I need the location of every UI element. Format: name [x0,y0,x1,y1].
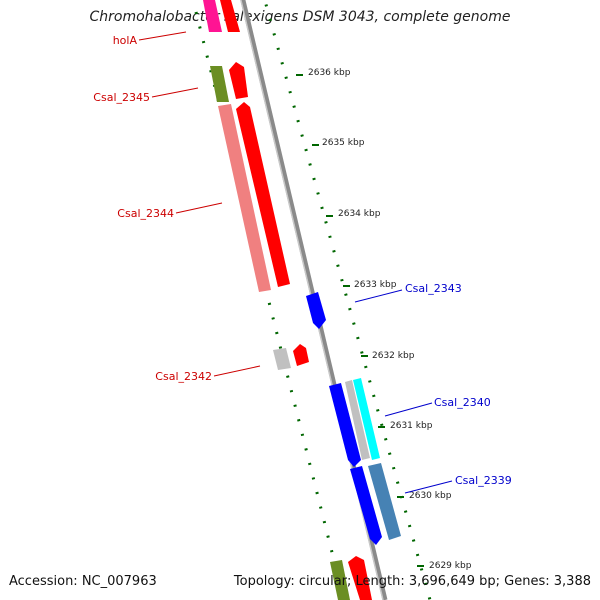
feature-csal-2343[interactable] [306,292,326,329]
gene-label-csal-2340[interactable]: Csal_2340 [434,396,491,409]
feature-csal-2339-blue[interactable] [350,466,382,545]
feature-csal-2341[interactable] [329,383,361,467]
leader-csal-2339 [404,480,453,494]
gene-label-csal-2342[interactable]: Csal_2342 [155,370,212,383]
kbp-label-2629: 2629 kbp [429,561,472,571]
feature-2629-red[interactable] [348,556,372,600]
feature-csal-2345[interactable] [210,66,229,102]
feature-holA-neighbour[interactable] [220,0,240,32]
feature-holA[interactable] [203,0,222,32]
kbp-label-2636: 2636 kbp [308,68,351,78]
feature-csal-2344[interactable] [218,104,271,292]
feature-csal-2344-arrow[interactable] [236,102,290,287]
gene-label-csal-2344[interactable]: Csal_2344 [117,207,174,220]
feature-csal-2340[interactable] [353,378,380,460]
gene-label-csal-2345[interactable]: Csal_2345 [93,91,150,104]
feature-csal-2339[interactable] [368,463,401,540]
outer-ruler [263,0,432,600]
gene-label-csal-2339[interactable]: Csal_2339 [455,474,512,487]
leader-holA [138,31,187,41]
feature-csal-2340-grey[interactable] [345,380,370,460]
feature-csal-2342[interactable] [273,348,291,370]
genome-summary-text: Topology: circular; Length: 3,696,649 bp… [233,574,591,589]
kbp-label-2631: 2631 kbp [390,421,433,431]
leader-csal-2345 [151,87,199,98]
leader-csal-2342 [213,365,261,377]
feature-csal-2345-arrow[interactable] [229,62,248,99]
feature-csal-2342-arrow[interactable] [293,344,309,366]
gene-label-holA[interactable]: holA [113,34,138,47]
leader-csal-2344 [175,202,223,214]
leader-csal-2340 [384,402,433,417]
leader-csal-2343 [354,289,403,303]
kbp-label-2634: 2634 kbp [338,209,381,219]
accession-text: Accession: NC_007963 [9,574,157,589]
kbp-label-2633: 2633 kbp [354,280,397,290]
kbp-label-2635: 2635 kbp [322,138,365,148]
kbp-label-2630: 2630 kbp [409,491,452,501]
gene-label-csal-2343[interactable]: Csal_2343 [405,282,462,295]
kbp-label-2632: 2632 kbp [372,351,415,361]
feature-2629-olive[interactable] [330,560,350,600]
